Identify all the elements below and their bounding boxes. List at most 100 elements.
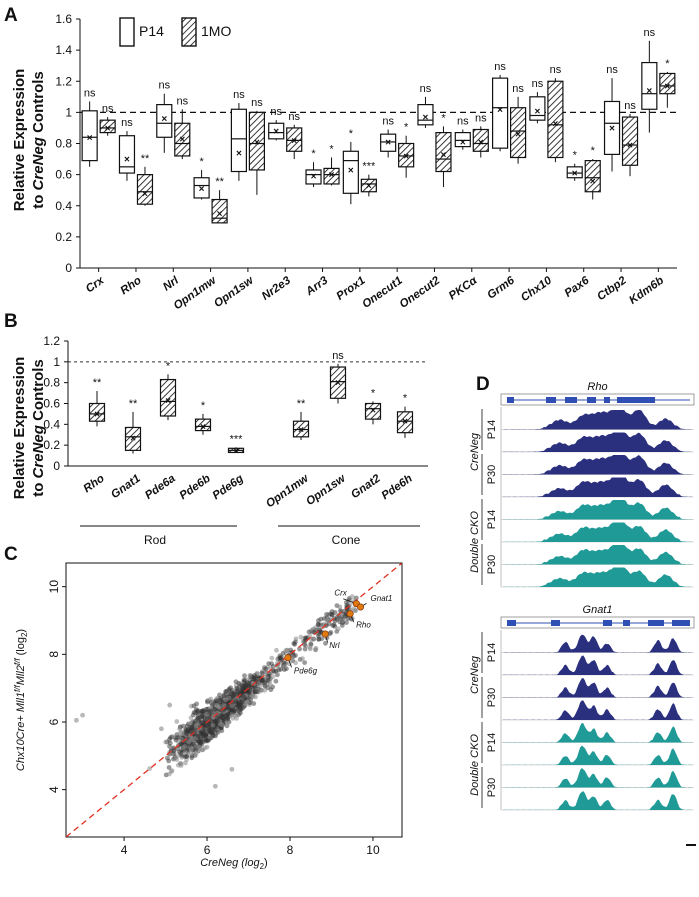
box-mean-marker: × [105,123,111,134]
box-body [193,177,210,199]
coverage-track [503,522,692,542]
scatter-point [209,726,215,732]
box-mean-marker: × [199,184,205,195]
scatter-point [165,755,170,761]
scatter-point [180,745,186,751]
panel-d: D Rho P14 P30 CreNeg P14 P30 Double CKO Gnat1 P1… [469,374,696,846]
box-body [118,135,136,174]
scatter-point [275,672,280,678]
scatter-point [316,633,321,639]
box-significance: * [201,400,206,412]
age-label: P30 [486,465,498,485]
scatter-point [241,683,247,689]
scatter-point [332,618,338,624]
y-tick-label: 0 [53,459,60,473]
box-p14-4: × ns [230,89,248,181]
scatter-point [233,699,239,704]
box-body [360,178,377,193]
coverage-track [503,567,692,587]
box-significance: ns [251,97,263,109]
box-1mo-2: × ns [174,95,191,160]
scatter-point [276,667,282,673]
scatter-point [234,686,240,691]
box-body [659,72,676,95]
scatter-point [230,715,236,721]
scatter-point [224,712,230,718]
scatter-point [192,718,198,724]
box-significance: * [403,393,408,405]
genotype-label: Double CKO [469,734,481,796]
scatter-point [331,622,337,627]
identity-line [66,563,402,837]
box-mean-marker: × [497,105,503,116]
box-b-1: × ** [124,398,142,454]
highlight-label: Crx [334,589,347,598]
x-tick-label: Nr2e3 [260,274,294,303]
scatter-point [228,685,234,691]
box-1mo-13: ×* [584,145,601,200]
box-significance: *** [362,161,376,173]
scatter-point [181,723,186,729]
box-body [136,174,154,205]
scatter-point [291,641,297,646]
track-gene-title: Rho [587,381,607,393]
box-significance: ns [270,106,282,118]
box-mean-marker: × [515,130,521,141]
box-mean-marker: × [165,396,171,407]
coverage-track [503,477,692,497]
y-tick-label: 0.4 [43,417,60,431]
box-1mo-10: × ns [472,112,489,158]
highlight-label: Rho [356,621,371,630]
box-p14-5: × ns [268,106,285,141]
scatter-point [311,636,317,642]
box-p14-10: × ns [454,115,471,150]
gene-model-exon [672,620,690,626]
x-tick-label: Rho [82,473,107,496]
scatter-point [254,689,259,694]
x-tick-label: Pde6b [178,473,213,503]
scatter-point [242,673,247,679]
box-mean-marker: × [385,137,391,148]
scatter-point [167,737,172,742]
scatter-point [271,664,276,669]
y-tick-label: 1.2 [43,334,60,348]
box-p14-14: × ns [603,64,621,172]
box-significance: ns [606,64,618,76]
box-significance: * [441,112,446,124]
age-label: P30 [486,688,498,708]
box-significance: ** [141,153,150,165]
gene-model-exon [587,397,596,403]
box-mean-marker: × [311,172,317,183]
scatter-point [212,783,218,789]
box-mean-marker: × [664,81,670,92]
box-1mo-4: × ns [248,97,266,195]
box-mean-marker: × [478,137,484,148]
box-significance: * [591,145,596,157]
box-p14-3: ×* [193,156,210,200]
scatter-point [179,736,184,742]
box-body [566,166,583,179]
panel-c-axes: 4 6 8 10 4 6 8 10 [47,580,380,857]
box-significance: ns [624,100,636,112]
scatter-point [349,594,355,599]
scatter-point [229,703,235,709]
age-label: P14 [486,420,498,440]
scatter-point [188,750,194,756]
x-tick-label: Opn1sw [212,274,256,310]
box-body [529,96,546,121]
box-body [435,132,452,173]
box-mean-marker: × [441,150,447,161]
x-tick-label: Rho [118,275,143,298]
scatter-point [345,616,351,622]
box-significance: ns [233,89,245,101]
scatter-point [177,726,183,732]
scatter-point [270,674,276,679]
box-mean-marker: × [200,422,206,433]
box-mean-marker: × [348,165,354,176]
box-mean-marker: × [590,176,596,187]
coverage-track [503,500,692,520]
box-body [398,142,415,168]
scatter-point [233,708,239,714]
box-body [621,116,639,166]
